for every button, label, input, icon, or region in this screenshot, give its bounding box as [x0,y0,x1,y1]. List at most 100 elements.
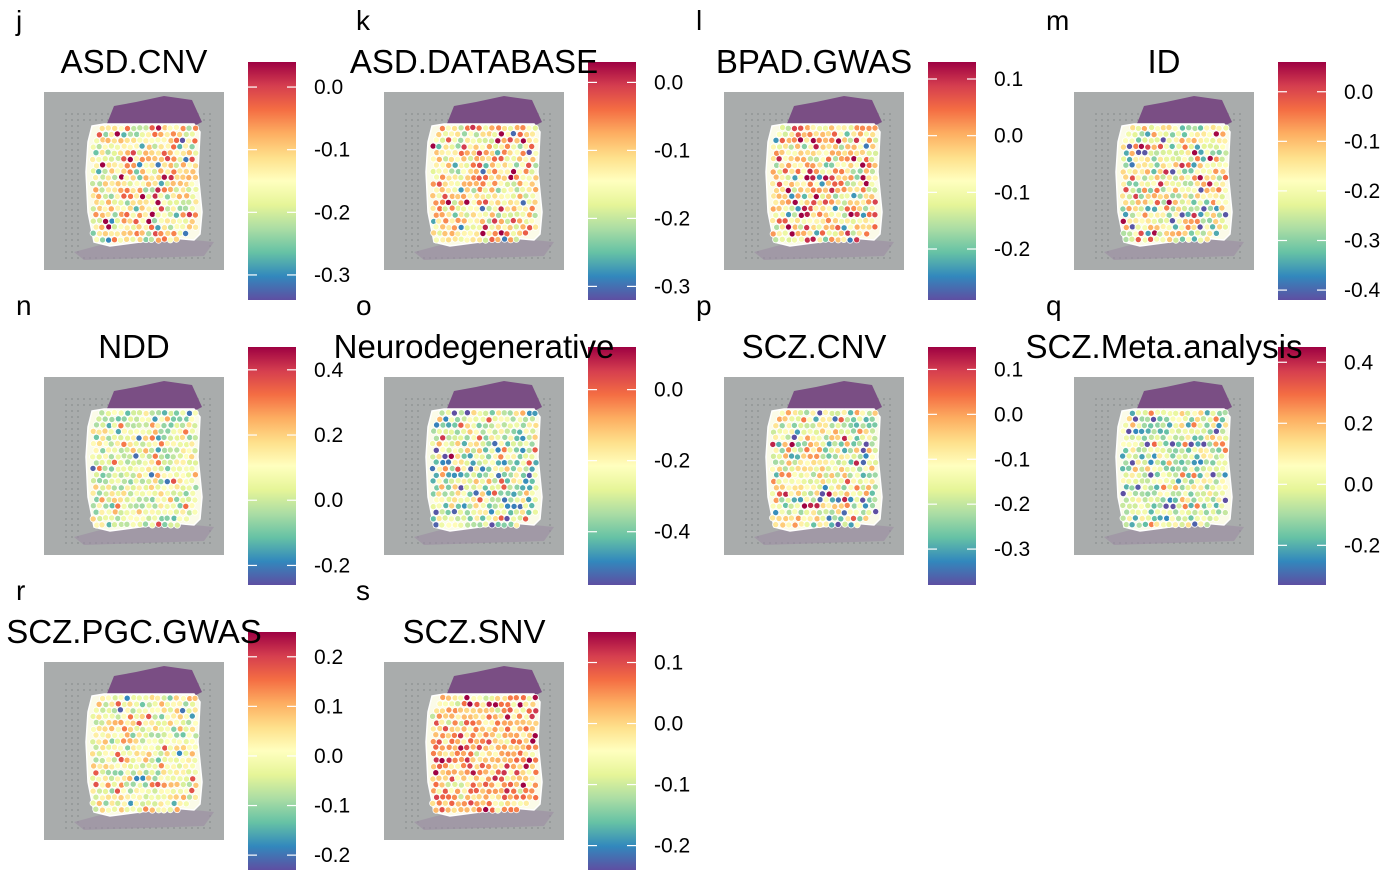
spot [170,416,176,422]
spot [155,237,161,243]
spot [1148,447,1154,453]
spot [817,497,823,503]
spot [814,230,820,236]
spot [514,497,520,503]
spot [1188,230,1194,236]
spot [477,472,483,478]
spot [152,775,158,781]
spot [526,757,532,763]
spot [513,794,519,800]
spot [1185,224,1191,230]
spot [1127,218,1133,224]
spot [492,132,498,138]
spot [807,453,813,459]
spot [476,422,482,428]
spot [167,733,173,739]
spot [1164,156,1170,162]
spot [168,422,174,428]
spot [501,471,507,477]
spot [189,466,195,472]
spot [103,713,109,719]
spot [152,453,158,459]
spot [1145,453,1151,459]
spot [517,230,523,236]
spot [168,484,174,490]
spot [451,732,457,738]
spot [850,169,856,175]
spot [1176,441,1182,447]
spot [449,701,455,707]
spot [533,485,539,491]
spot [801,218,807,224]
spot [177,168,183,174]
spot [118,224,124,230]
spot [810,410,816,416]
spot [431,764,437,770]
spot [514,162,520,168]
spot [872,497,878,503]
spot [1207,181,1213,187]
spot [1198,149,1204,155]
spot [1160,435,1166,441]
spot [1194,205,1200,211]
spot [480,230,486,236]
spot [433,212,439,218]
spot [180,459,186,465]
colorbar-tick-label: -0.3 [654,275,690,298]
spot [1120,491,1126,497]
spot [170,193,176,199]
spot [1220,169,1226,175]
spot [860,224,866,230]
spot [181,794,187,800]
spot [508,510,514,516]
spot [105,807,111,813]
spot [492,168,498,174]
spot [442,701,448,707]
colorbar-tick-label: -0.2 [314,554,350,577]
spot [153,725,159,731]
spot [839,466,845,472]
spot [533,162,539,168]
spot [90,465,96,471]
spot [168,757,174,763]
spot [174,781,180,787]
colorbar-gradient [588,62,636,300]
spot [90,751,96,757]
spot [430,478,436,484]
spot [189,478,195,484]
spot [1176,143,1182,149]
spot [520,732,526,738]
spot [1155,459,1161,465]
spot [1141,447,1147,453]
spot [100,707,106,713]
spot [505,503,511,509]
spot [1203,459,1209,465]
spot [464,199,470,205]
spot [158,180,164,186]
spot [520,410,526,416]
spot [146,763,152,769]
spot [1188,515,1194,521]
spot [491,156,497,162]
spot [473,726,479,732]
spot [468,155,474,161]
spot [128,515,134,521]
spot [93,472,99,478]
spot [533,187,539,193]
spot [1167,237,1173,243]
spot [1154,409,1160,415]
spot [779,199,785,205]
spot [1220,181,1226,187]
spot [841,200,847,206]
spot [1161,509,1167,515]
spot [510,466,516,472]
spot [445,187,451,193]
spot [495,720,501,726]
spot [461,218,467,224]
spot [1170,169,1176,175]
spot [109,515,115,521]
spot [526,744,532,750]
spot [797,459,803,465]
spot [872,199,878,205]
